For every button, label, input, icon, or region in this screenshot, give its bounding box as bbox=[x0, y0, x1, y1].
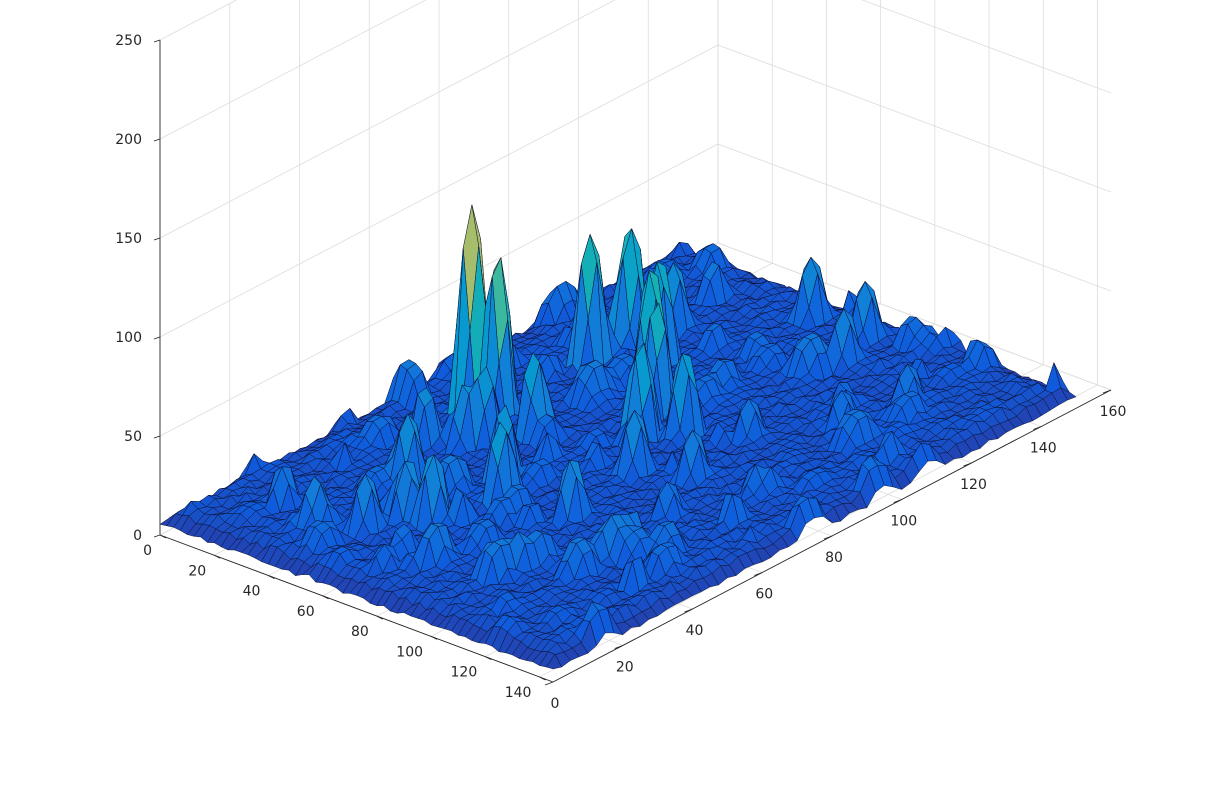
grid-line-z bbox=[861, 0, 1112, 94]
y-tick bbox=[376, 615, 384, 620]
y-tick bbox=[268, 575, 275, 579]
y-tick bbox=[214, 554, 221, 559]
z-tick bbox=[153, 336, 161, 340]
y-tick-label: 120 bbox=[451, 665, 478, 681]
x-tick bbox=[754, 572, 763, 576]
y-tick-label: 0 bbox=[143, 543, 152, 559]
x-tick bbox=[1033, 426, 1042, 430]
y-tick bbox=[430, 635, 438, 640]
x-tick bbox=[684, 608, 693, 613]
z-tick bbox=[153, 237, 161, 241]
z-tick-label: 150 bbox=[115, 231, 142, 247]
x-tick-label: 40 bbox=[686, 623, 704, 639]
x-tick-label: 20 bbox=[616, 660, 634, 676]
y-tick-label: 60 bbox=[297, 604, 315, 620]
x-tick bbox=[1102, 389, 1112, 394]
surface-facet bbox=[545, 654, 563, 670]
x-tick bbox=[893, 499, 902, 503]
y-tick-label: 100 bbox=[396, 644, 423, 660]
x-tick-label: 60 bbox=[755, 587, 773, 603]
y-tick-label: 20 bbox=[188, 563, 206, 579]
z-tick-label: 50 bbox=[124, 429, 142, 445]
grid-line-z bbox=[159, 143, 719, 437]
z-tick bbox=[153, 39, 161, 43]
x-tick bbox=[614, 645, 623, 649]
x-tick-label: 0 bbox=[551, 696, 560, 712]
z-tick bbox=[153, 435, 161, 439]
axis-ticks: 0 50 100 150 200 250 0 20 40 60 80 100 120 140 160 0 20 4… bbox=[115, 33, 1126, 712]
grid-line-z bbox=[159, 44, 719, 338]
x-tick-label: 100 bbox=[890, 514, 917, 530]
grid-line-z bbox=[159, 0, 616, 239]
grid-line-z bbox=[717, 143, 1112, 292]
y-tick bbox=[159, 534, 167, 539]
grid-line-z bbox=[717, 242, 1112, 391]
z-tick-label: 100 bbox=[115, 330, 142, 346]
y-tick bbox=[539, 676, 546, 681]
surface-mesh bbox=[159, 204, 1077, 670]
z-tick bbox=[153, 534, 161, 538]
x-tick-label: 120 bbox=[960, 477, 987, 493]
x-tick bbox=[544, 681, 554, 686]
z-tick-label: 200 bbox=[115, 132, 142, 148]
y-tick bbox=[485, 656, 492, 661]
y-tick bbox=[322, 595, 329, 600]
y-tick-label: 40 bbox=[243, 584, 261, 600]
x-tick-label: 140 bbox=[1030, 441, 1057, 457]
y-tick-label: 140 bbox=[505, 685, 532, 701]
z-tick bbox=[153, 138, 161, 142]
z-tick-label: 250 bbox=[115, 33, 142, 49]
grid-line-z bbox=[717, 44, 1112, 193]
z-tick-label: 0 bbox=[133, 528, 142, 544]
y-tick-label: 80 bbox=[351, 624, 369, 640]
grid-line-z bbox=[159, 0, 427, 140]
x-tick-label: 160 bbox=[1100, 404, 1127, 420]
x-tick bbox=[823, 535, 833, 540]
x-tick bbox=[963, 462, 972, 467]
x-tick-label: 80 bbox=[825, 550, 843, 566]
